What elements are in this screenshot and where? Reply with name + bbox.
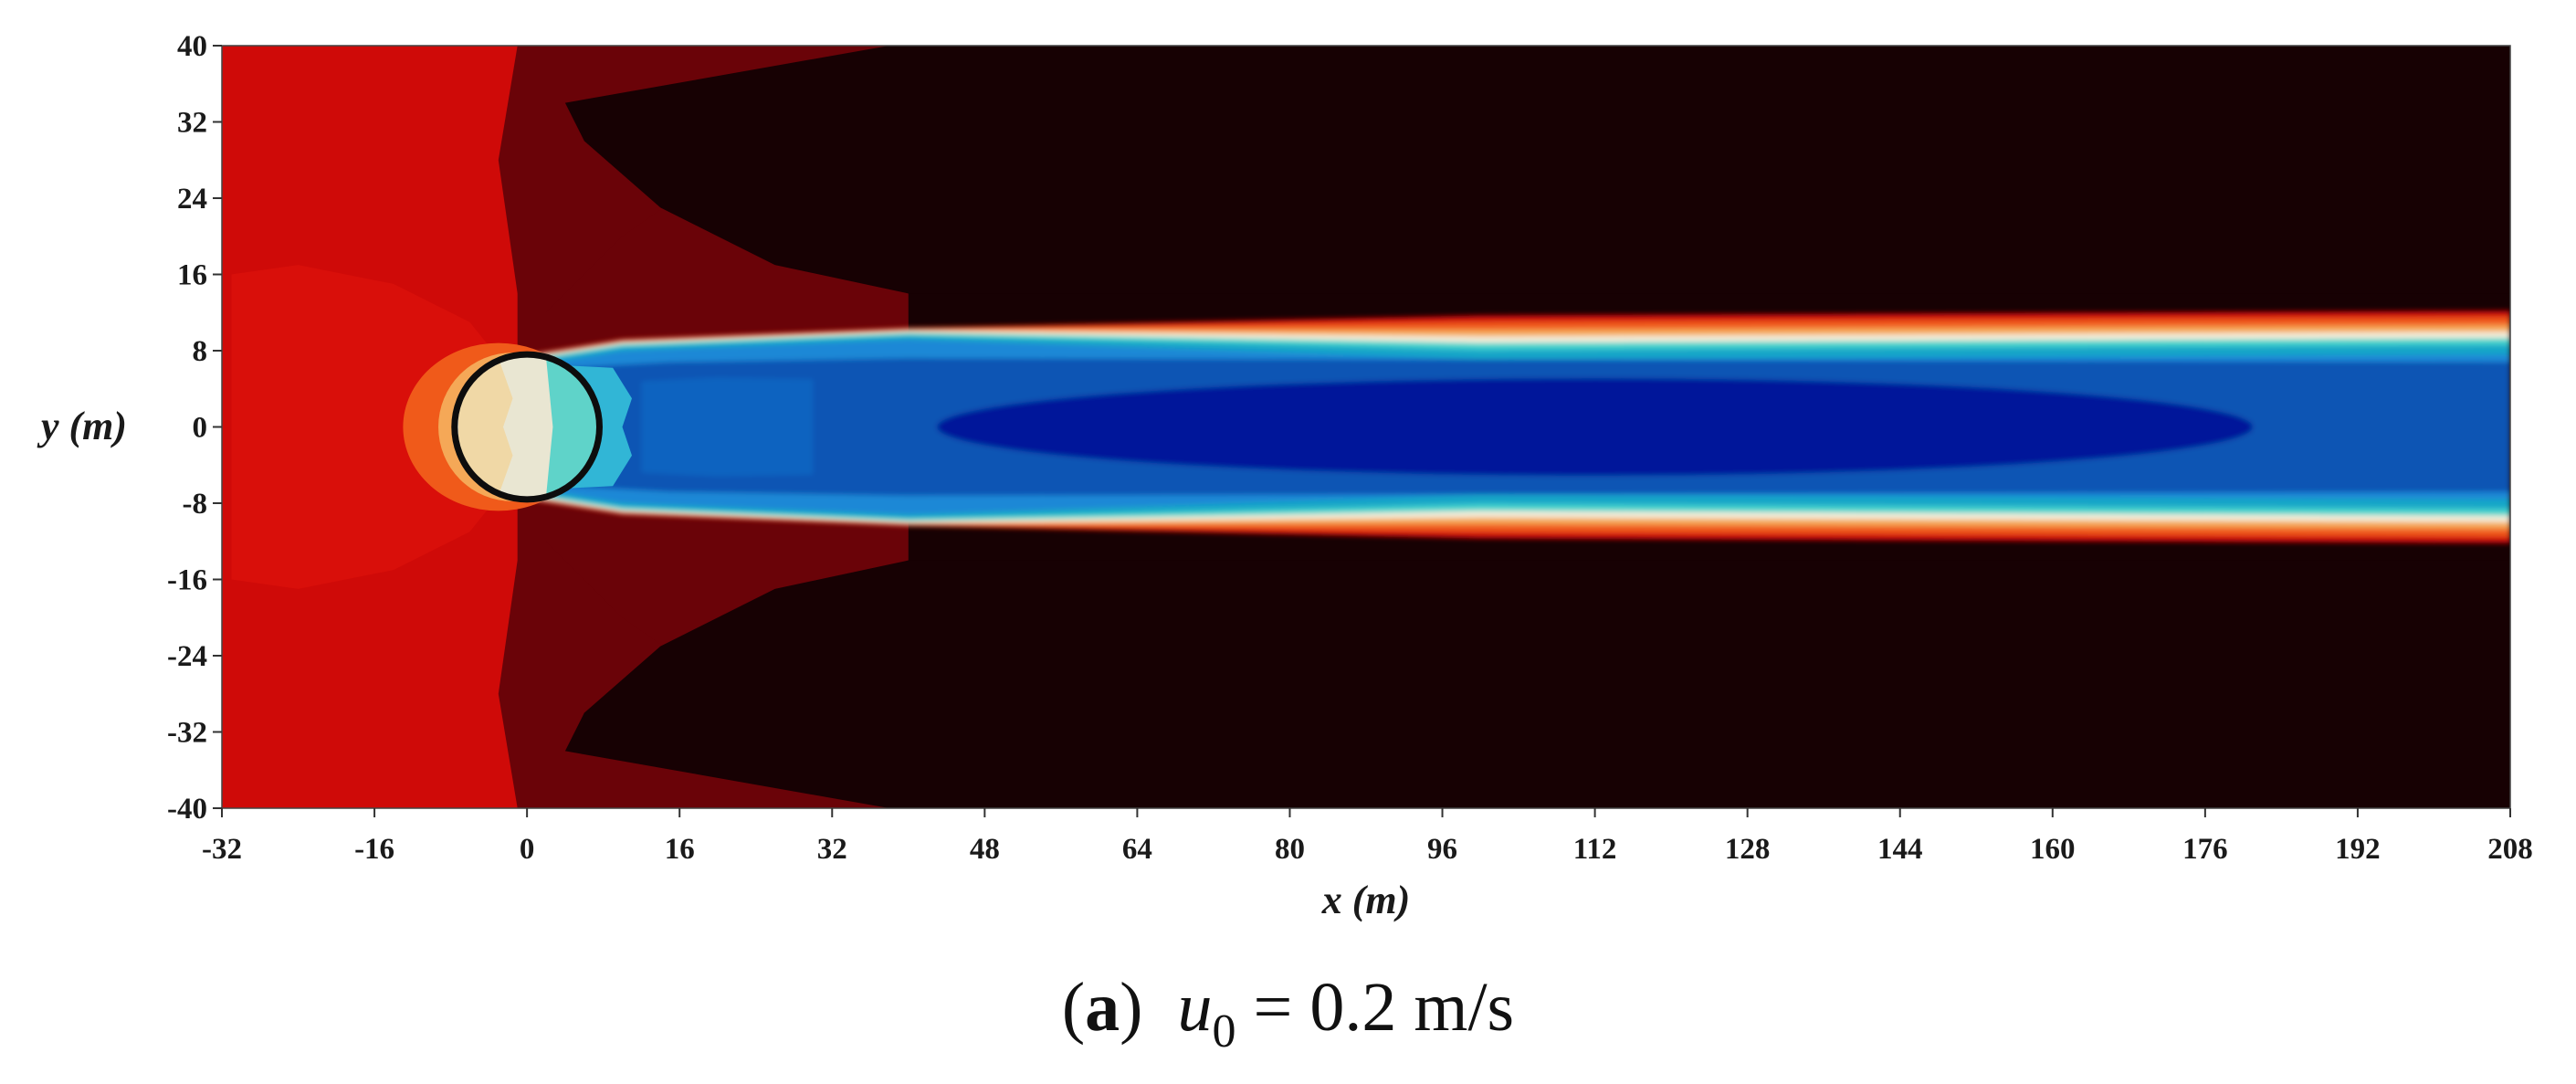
y-tick-label: 32 [177,107,207,140]
x-axis-title: x (m) [1321,878,1411,922]
x-tick-label: 160 [2030,833,2076,866]
x-tick-label: 112 [1573,833,1617,866]
caption-subscript: 0 [1212,1005,1236,1058]
contour-plot: -32 -16 0 16 32 48 64 80 96 112 128 144 160 176 192 208… [37,30,2533,922]
x-tick-label: 208 [2487,833,2533,866]
caption-variable: u [1177,969,1213,1046]
y-tick-label: 0 [193,412,208,445]
figure-caption: (a) u0 = 0.2 m/s [0,968,2576,1058]
x-tick-label: 192 [2335,833,2381,866]
cylinder-cyan-shade [546,357,597,497]
wake-bands [527,310,2510,543]
x-tick-label: -16 [354,833,394,866]
x-tick-label: 144 [1877,833,1923,866]
caption-value: = 0.2 m/s [1235,969,1515,1046]
x-tick-label: -32 [202,833,242,866]
caption-close-paren: ) [1120,969,1143,1046]
y-axis-title: y (m) [37,404,127,448]
caption-open-paren: ( [1061,969,1086,1046]
x-tick-label: 176 [2182,833,2228,866]
x-tick-label: 96 [1427,833,1457,866]
y-tick-label: 16 [177,259,207,292]
x-tick-label: 48 [970,833,1000,866]
x-tick-label: 64 [1122,833,1152,866]
axes: -32 -16 0 16 32 48 64 80 96 112 128 144 160 176 192 208… [167,30,2533,866]
y-tick-label: -8 [183,488,208,521]
y-tick-label: 8 [193,335,208,368]
near-wake-contour [641,377,814,477]
cylinder-warm-shade [458,358,513,496]
y-tick-label: 40 [177,30,207,63]
y-tick-label: -32 [167,717,207,750]
cylinder-outline [451,351,603,503]
far-field-upper [564,46,2510,294]
caption-panel-letter: a [1085,969,1120,1046]
far-field-lower [564,560,2510,808]
y-tick-label: -16 [167,564,207,597]
contour-field [222,46,2510,808]
x-tick-label: 128 [1725,833,1771,866]
y-tick-label: -40 [167,793,207,826]
x-tick-label: 16 [665,833,695,866]
y-tick-label: 24 [177,183,207,216]
y-tick-label: -24 [167,640,207,673]
x-tick-label: 32 [817,833,847,866]
wake-navy-core [937,378,2254,476]
x-tick-label: 0 [520,833,535,866]
stagnation-red-bulb [231,265,509,589]
x-tick-label: 80 [1275,833,1305,866]
